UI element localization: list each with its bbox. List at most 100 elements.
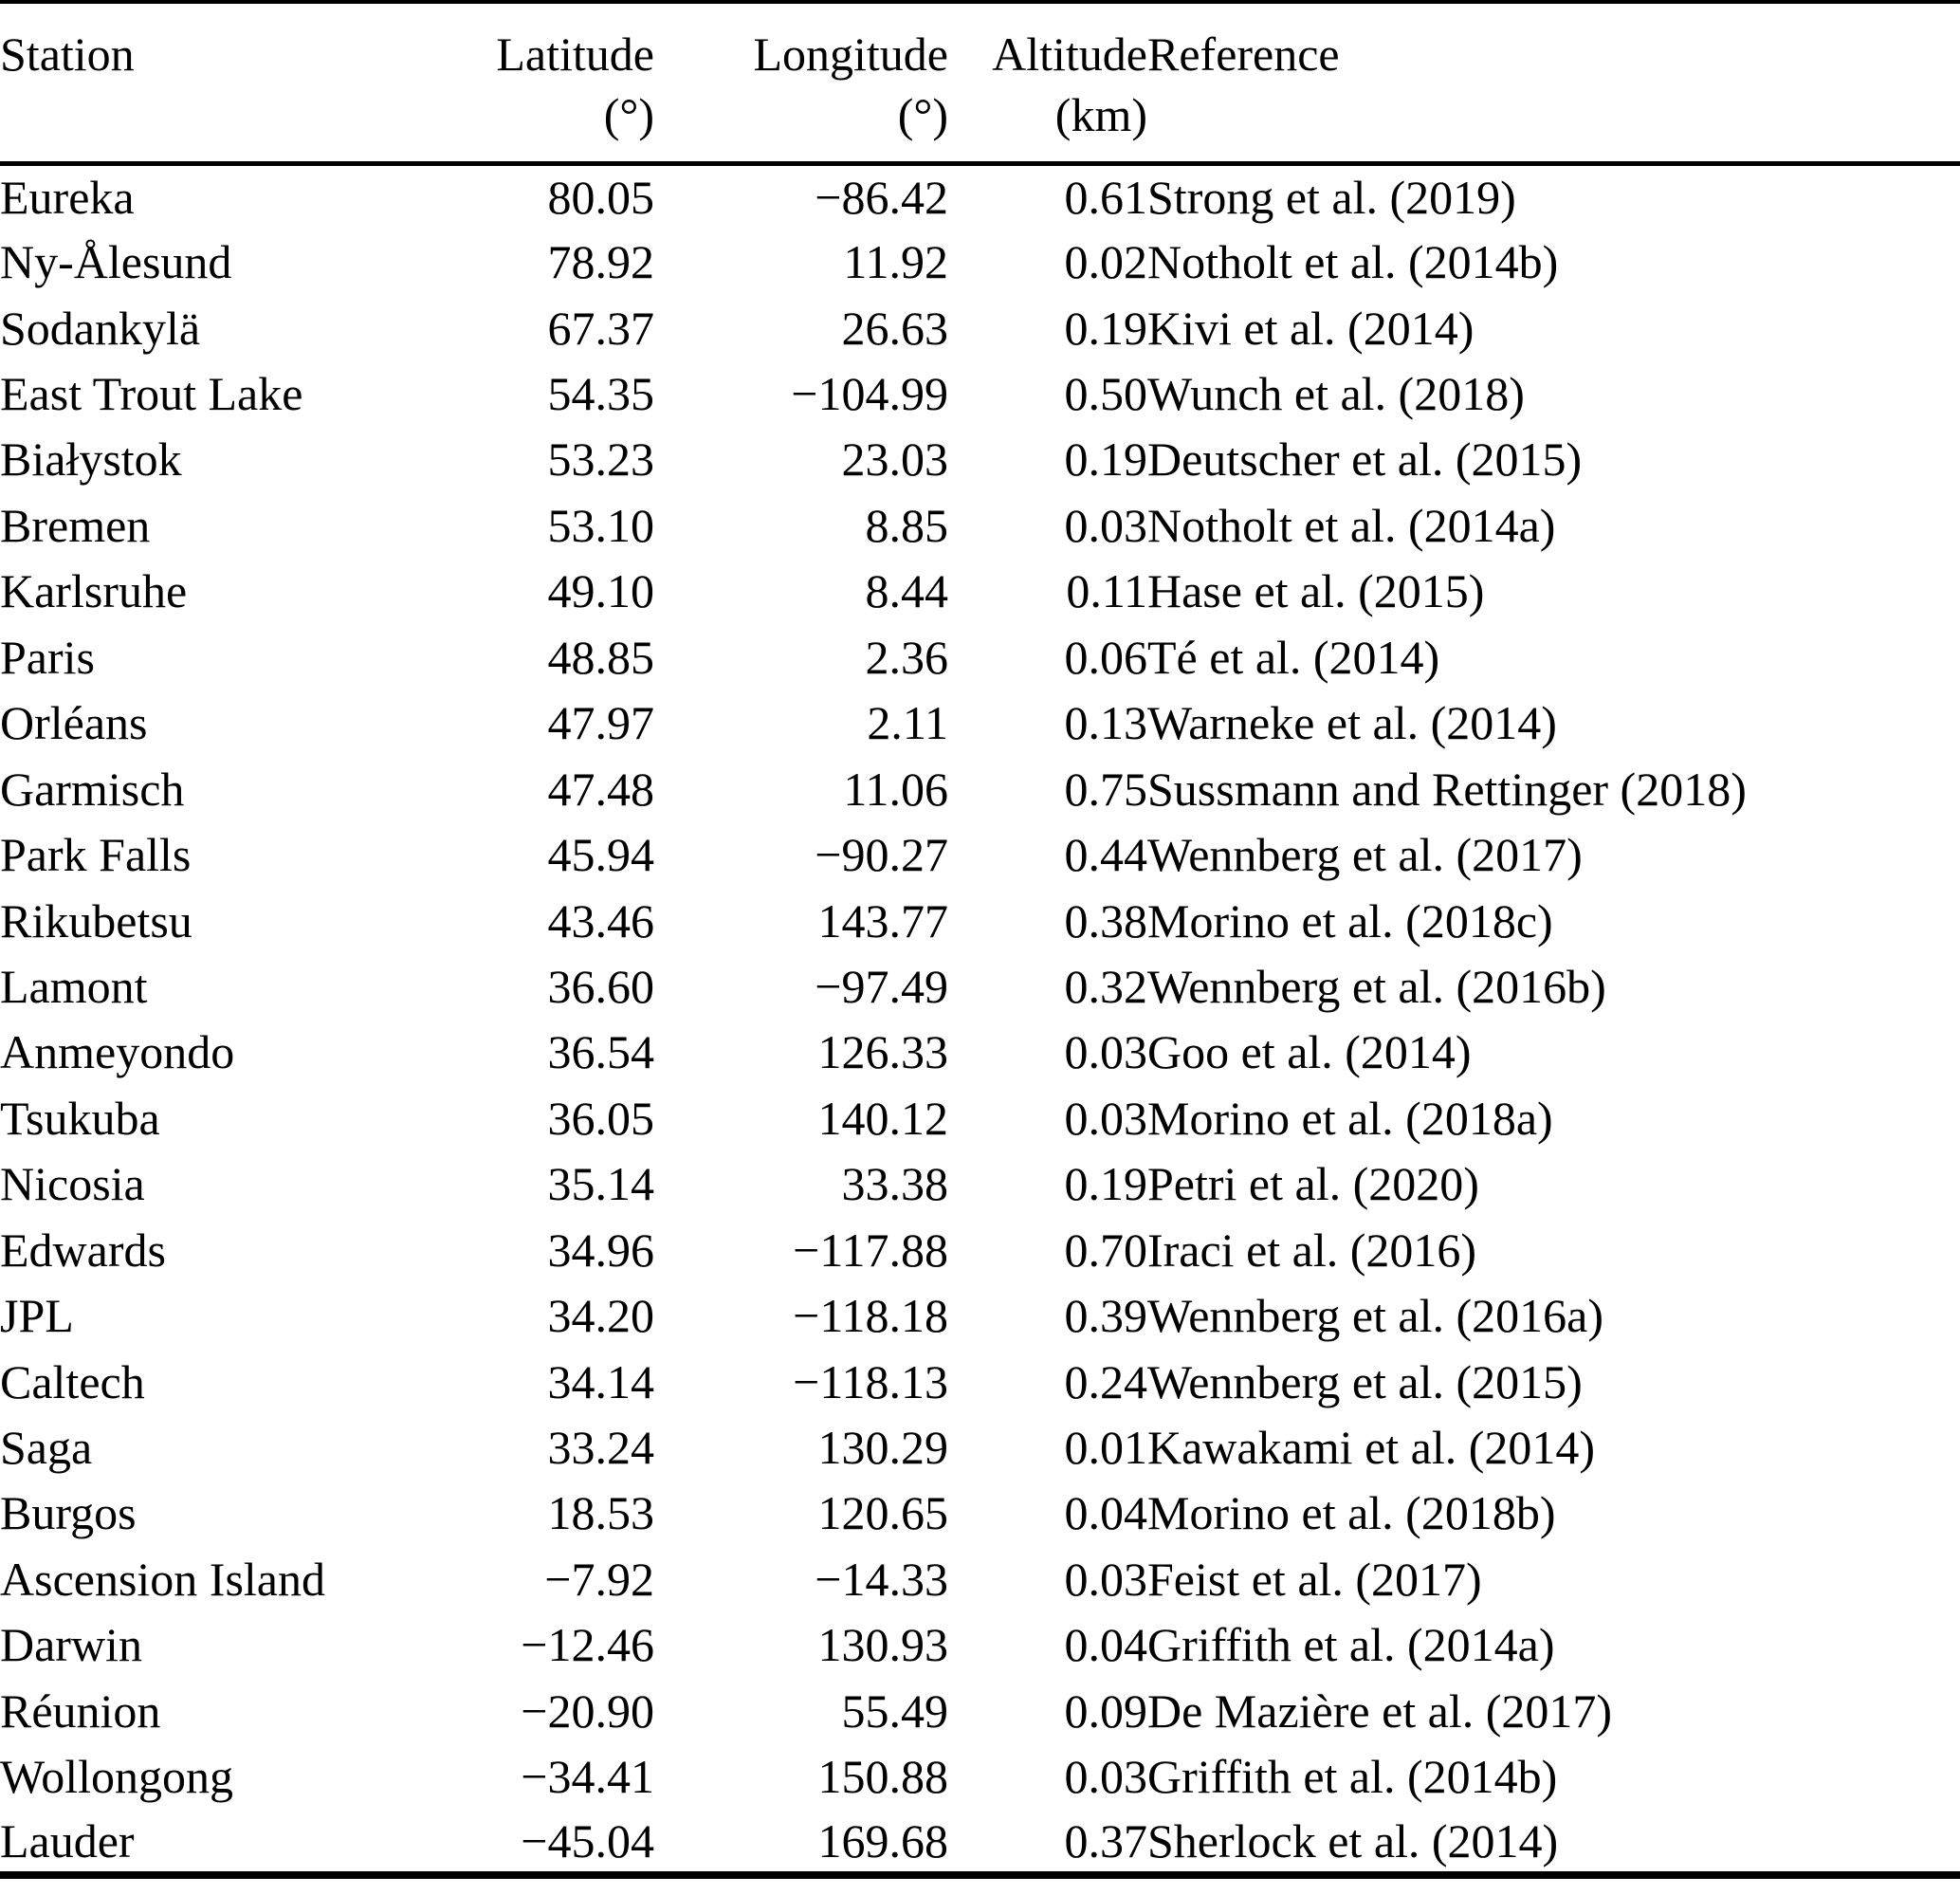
cell-reference: Hase et al. (2015) xyxy=(1147,564,1485,618)
cell-longitude: 150.88 xyxy=(817,1750,949,1804)
cell-longitude: 33.38 xyxy=(841,1157,949,1211)
cell-station: Orléans xyxy=(0,696,148,750)
cell-station: Ny-Ålesund xyxy=(0,235,232,289)
cell-longitude: 140.12 xyxy=(817,1091,949,1145)
cell-reference: Griffith et al. (2014b) xyxy=(1147,1750,1558,1804)
cell-station: Darwin xyxy=(0,1618,142,1672)
cell-longitude: 120.65 xyxy=(817,1486,949,1540)
cell-altitude: 0.19 xyxy=(1064,1157,1148,1211)
cell-altitude: 0.03 xyxy=(1064,498,1148,552)
cell-station: Anmeyondo xyxy=(0,1025,235,1079)
cell-reference: Deutscher et al. (2015) xyxy=(1147,432,1583,487)
cell-reference: Wennberg et al. (2017) xyxy=(1147,828,1583,882)
cell-latitude: 78.92 xyxy=(547,235,655,289)
table-row: East Trout Lake 54.35 −104.99 0.50 Wunch et … xyxy=(0,360,1960,426)
cell-altitude: 0.32 xyxy=(1064,959,1148,1013)
cell-altitude: 0.50 xyxy=(1064,367,1148,421)
cell-latitude: −45.04 xyxy=(521,1813,654,1867)
cell-latitude: 35.14 xyxy=(547,1157,655,1211)
table-row: Wollongong −34.41 150.88 0.03 Griffith et al… xyxy=(0,1744,1960,1810)
cell-station: Burgos xyxy=(0,1486,137,1540)
table-row: Anmeyondo 36.54 126.33 0.03 Goo et al. (2014… xyxy=(0,1020,1960,1085)
cell-longitude: 26.63 xyxy=(841,301,949,355)
cell-station: Paris xyxy=(0,630,95,684)
cell-altitude: 0.04 xyxy=(1064,1618,1148,1672)
table-row: Paris 48.85 2.36 0.06 Té et al. (2014) xyxy=(0,624,1960,690)
cell-reference: Iraci et al. (2016) xyxy=(1147,1223,1477,1277)
cell-latitude: 18.53 xyxy=(547,1486,655,1540)
cell-latitude: 49.10 xyxy=(547,564,655,618)
cell-longitude: −104.99 xyxy=(791,367,948,421)
header-unit-row: (°) (°) (km) xyxy=(0,83,1960,166)
cell-reference: Notholt et al. (2014b) xyxy=(1147,235,1559,289)
cell-altitude: 0.03 xyxy=(1064,1091,1148,1145)
cell-reference: Kawakami et al. (2014) xyxy=(1147,1421,1596,1475)
table-row: Réunion −20.90 55.49 0.09 De Mazière et al. … xyxy=(0,1678,1960,1743)
table-row: Burgos 18.53 120.65 0.04 Morino et al. (2018… xyxy=(0,1481,1960,1546)
cell-latitude: 33.24 xyxy=(547,1421,655,1475)
table-row: Bremen 53.10 8.85 0.03 Notholt et al. (2014a… xyxy=(0,492,1960,558)
cell-reference: De Mazière et al. (2017) xyxy=(1147,1683,1613,1738)
cell-station: Wollongong xyxy=(0,1750,233,1804)
cell-latitude: 80.05 xyxy=(547,170,655,224)
cell-station: Tsukuba xyxy=(0,1091,160,1145)
header-reference: Reference xyxy=(1147,28,1340,81)
cell-latitude: 47.48 xyxy=(547,762,655,816)
cell-altitude: 0.38 xyxy=(1064,893,1148,948)
unit-longitude: (°) xyxy=(654,83,948,166)
header-latitude: Latitude xyxy=(496,28,654,81)
cell-latitude: 36.05 xyxy=(547,1091,655,1145)
unit-latitude: (°) xyxy=(493,83,654,166)
header-longitude: Longitude xyxy=(753,28,948,81)
cell-reference: Kivi et al. (2014) xyxy=(1147,301,1475,355)
cell-station: Edwards xyxy=(0,1223,166,1277)
cell-latitude: 54.35 xyxy=(547,367,655,421)
cell-longitude: 55.49 xyxy=(841,1683,949,1738)
cell-station: Białystok xyxy=(0,432,182,487)
table-row: Karlsruhe 49.10 8.44 0.11 Hase et al. (2015) xyxy=(0,559,1960,624)
cell-station: Karlsruhe xyxy=(0,564,188,618)
cell-reference: Morino et al. (2018c) xyxy=(1147,893,1553,948)
table-row: Lauder −45.04 169.68 0.37 Sherlock et al. (2… xyxy=(0,1810,1960,1875)
cell-longitude: −117.88 xyxy=(793,1223,948,1277)
cell-longitude: 11.92 xyxy=(843,235,948,289)
cell-latitude: −20.90 xyxy=(521,1683,654,1738)
cell-reference: Warneke et al. (2014) xyxy=(1147,696,1557,750)
cell-longitude: 8.44 xyxy=(865,564,949,618)
cell-reference: Strong et al. (2019) xyxy=(1147,170,1516,224)
cell-reference: Wennberg et al. (2016a) xyxy=(1147,1289,1603,1343)
cell-latitude: 67.37 xyxy=(547,301,655,355)
cell-station: East Trout Lake xyxy=(0,367,303,421)
cell-altitude: 0.02 xyxy=(1064,235,1148,289)
table-row: Ny-Ålesund 78.92 11.92 0.02 Notholt et al. (… xyxy=(0,229,1960,294)
cell-altitude: 0.19 xyxy=(1064,301,1148,355)
cell-reference: Té et al. (2014) xyxy=(1147,630,1440,684)
cell-altitude: 0.13 xyxy=(1064,696,1148,750)
table-row: Sodankylä 67.37 26.63 0.19 Kivi et al. (2014… xyxy=(0,295,1960,360)
cell-station: Garmisch xyxy=(0,762,185,816)
cell-reference: Sussmann and Rettinger (2018) xyxy=(1147,762,1747,816)
table-row: Darwin −12.46 130.93 0.04 Griffith et al. (2… xyxy=(0,1612,1960,1678)
cell-longitude: −86.42 xyxy=(815,170,948,224)
cell-altitude: 0.24 xyxy=(1064,1354,1148,1408)
cell-longitude: 130.29 xyxy=(817,1421,949,1475)
cell-station: Saga xyxy=(0,1421,93,1475)
cell-station: Caltech xyxy=(0,1354,145,1408)
table-row: Tsukuba 36.05 140.12 0.03 Morino et al. (201… xyxy=(0,1085,1960,1150)
cell-latitude: −34.41 xyxy=(521,1750,654,1804)
cell-longitude: 130.93 xyxy=(817,1618,949,1672)
cell-altitude: 0.39 xyxy=(1064,1289,1148,1343)
cell-reference: Goo et al. (2014) xyxy=(1147,1025,1472,1079)
header-station: Station xyxy=(0,28,135,81)
cell-longitude: −14.33 xyxy=(815,1552,948,1606)
table-header: Station Latitude Longitude Altitude Refe… xyxy=(0,2,1960,166)
cell-longitude: 169.68 xyxy=(817,1813,949,1867)
cell-station: Sodankylä xyxy=(0,301,201,355)
cell-station: Rikubetsu xyxy=(0,893,192,948)
cell-longitude: 143.77 xyxy=(817,893,949,948)
cell-station: Park Falls xyxy=(0,828,192,882)
cell-reference: Notholt et al. (2014a) xyxy=(1147,498,1556,552)
cell-longitude: 2.11 xyxy=(867,696,948,750)
